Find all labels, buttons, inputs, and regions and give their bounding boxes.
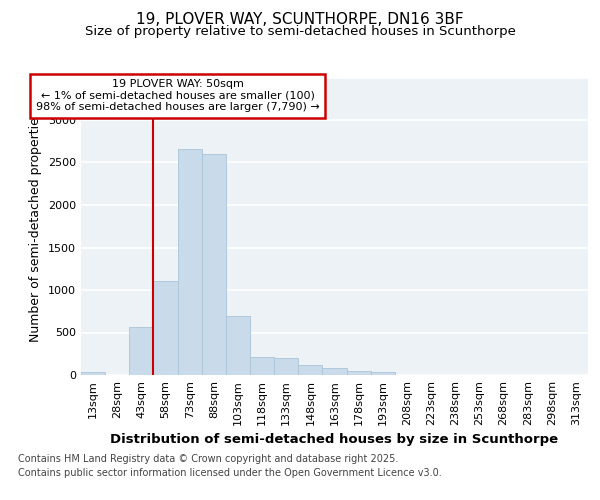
Text: 19, PLOVER WAY, SCUNTHORPE, DN16 3BF: 19, PLOVER WAY, SCUNTHORPE, DN16 3BF bbox=[136, 12, 464, 28]
Text: Contains public sector information licensed under the Open Government Licence v3: Contains public sector information licen… bbox=[18, 468, 442, 478]
Bar bbox=[202, 154, 226, 375]
Bar bbox=[250, 357, 274, 375]
Y-axis label: Number of semi-detached properties: Number of semi-detached properties bbox=[29, 110, 43, 342]
Bar bbox=[81, 372, 105, 375]
Text: 19 PLOVER WAY: 50sqm
← 1% of semi-detached houses are smaller (100)
98% of semi-: 19 PLOVER WAY: 50sqm ← 1% of semi-detach… bbox=[35, 79, 319, 112]
Bar bbox=[129, 328, 154, 375]
Bar bbox=[347, 371, 371, 375]
Text: Contains HM Land Registry data © Crown copyright and database right 2025.: Contains HM Land Registry data © Crown c… bbox=[18, 454, 398, 464]
Bar bbox=[226, 316, 250, 375]
Bar bbox=[178, 149, 202, 375]
Text: Size of property relative to semi-detached houses in Scunthorpe: Size of property relative to semi-detach… bbox=[85, 25, 515, 38]
Bar bbox=[371, 372, 395, 375]
Bar bbox=[322, 368, 347, 375]
Bar bbox=[274, 358, 298, 375]
X-axis label: Distribution of semi-detached houses by size in Scunthorpe: Distribution of semi-detached houses by … bbox=[110, 434, 559, 446]
Bar bbox=[154, 280, 178, 375]
Bar bbox=[298, 365, 322, 375]
